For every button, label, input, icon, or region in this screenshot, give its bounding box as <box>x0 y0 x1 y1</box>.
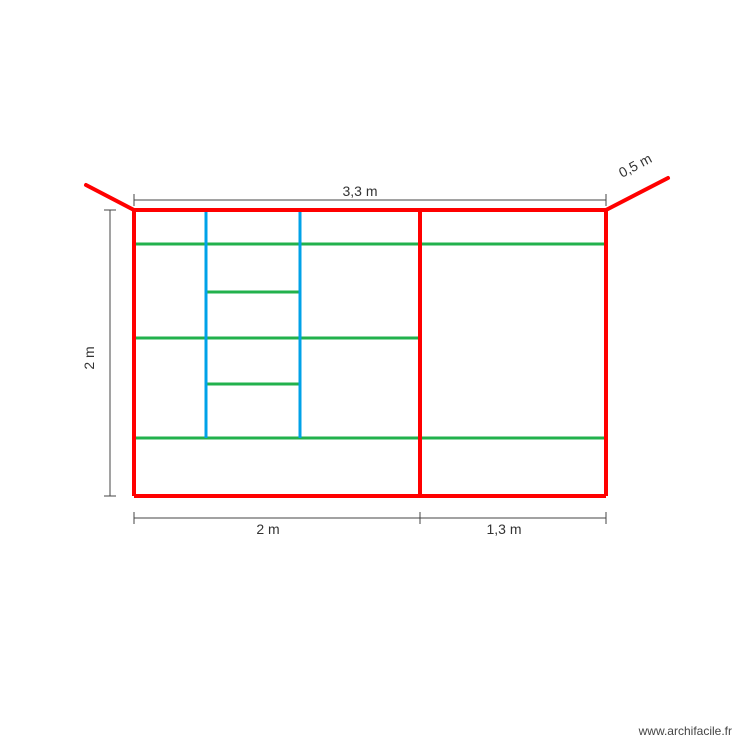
svg-text:2 m: 2 m <box>81 346 97 369</box>
svg-text:3,3 m: 3,3 m <box>342 183 377 199</box>
svg-text:1,3 m: 1,3 m <box>486 521 521 537</box>
svg-text:2 m: 2 m <box>256 521 279 537</box>
svg-text:0,5 m: 0,5 m <box>616 150 654 181</box>
watermark-text: www.archifacile.fr <box>639 724 732 738</box>
floor-plan-svg: 3,3 m 2 m 2 m 1,3 m 0,5 m <box>0 0 750 750</box>
